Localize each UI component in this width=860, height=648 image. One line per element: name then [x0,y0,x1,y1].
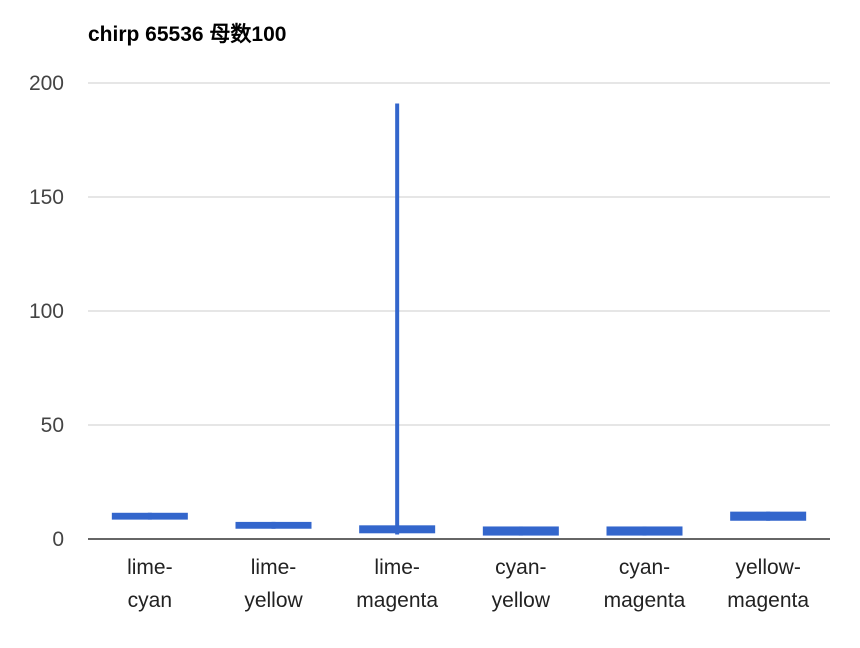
y-axis-tick-labels: 0 50 100 150 200 [29,72,64,551]
x-category-label: lime- [374,556,420,579]
candlestick [482,526,559,536]
y-tick-label: 100 [29,300,64,323]
candlestick [730,511,807,521]
candle-body [606,526,683,536]
candle-body [730,511,807,521]
x-category-label: magenta [356,589,438,612]
x-category-label: lime- [127,556,173,579]
x-category-label: yellow [492,589,551,612]
y-tick-label: 200 [29,72,64,95]
gridlines [88,82,830,426]
x-category-label: magenta [727,589,809,612]
x-category-label: cyan- [619,556,670,579]
x-category-label: yellow [244,589,303,612]
x-category-label: cyan- [495,556,546,579]
candlestick [235,521,312,529]
candle-body [359,525,436,534]
candlestick [111,512,188,520]
x-category-label: lime- [251,556,297,579]
candle-body [111,512,188,520]
y-tick-label: 0 [52,528,64,551]
y-tick-label: 150 [29,186,64,209]
x-category-label: magenta [604,589,686,612]
chart-title: chirp 65536 母数100 [88,23,287,46]
x-axis-category-labels: lime-cyan lime-yellow lime-magenta cyan-yel… [127,556,809,612]
candle-body [482,526,559,536]
candle-body [235,521,312,529]
candlestick [606,526,683,536]
x-category-label: cyan [128,589,172,612]
x-category-label: yellow- [735,556,800,579]
y-tick-label: 50 [41,414,64,437]
candlesticks [111,103,807,536]
candlestick [359,103,436,535]
